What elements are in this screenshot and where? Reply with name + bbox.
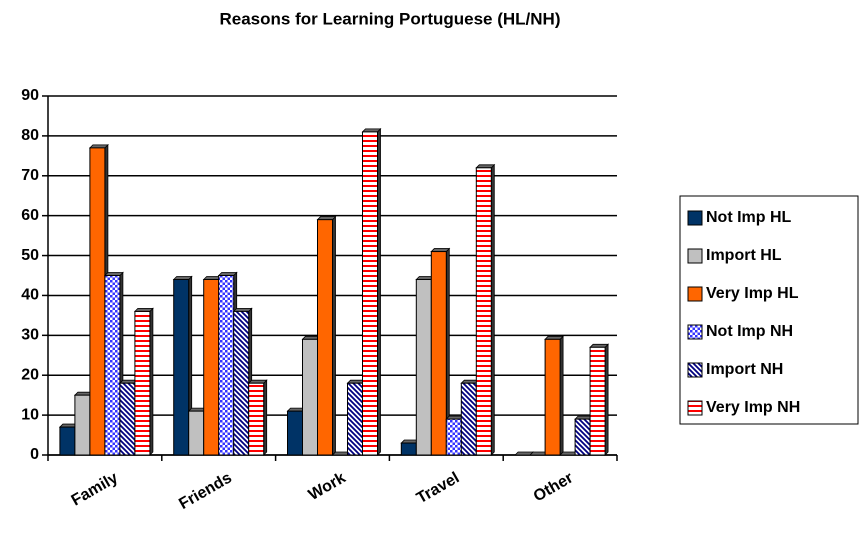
bar <box>400 442 417 456</box>
bar <box>445 418 462 456</box>
legend-label: Very Imp NH <box>706 399 800 416</box>
bar <box>104 275 121 456</box>
x-tick-label: Other <box>531 469 576 505</box>
legend-swatch <box>687 324 703 340</box>
legend-swatch <box>687 248 703 264</box>
bar-group <box>544 335 565 456</box>
x-tick-label: Travel <box>414 469 463 507</box>
bar-group <box>316 215 337 456</box>
bar <box>119 382 136 456</box>
y-tick-label: 30 <box>21 327 39 344</box>
bar <box>89 147 106 456</box>
bar <box>317 219 333 456</box>
legend-label: Import NH <box>706 361 783 378</box>
bar <box>475 167 492 456</box>
x-tick-label: Family <box>69 469 121 509</box>
legend-box <box>679 195 859 425</box>
bar <box>59 426 76 456</box>
x-tick-label: Friends <box>176 469 235 513</box>
legend-label: Import HL <box>706 247 782 264</box>
bar-group <box>361 127 382 456</box>
bar <box>362 131 378 456</box>
bar <box>544 338 561 456</box>
bar <box>134 310 151 456</box>
legend-label: Not Imp NH <box>706 323 793 340</box>
bar <box>173 278 190 456</box>
bar <box>430 251 447 456</box>
bar-group <box>247 379 268 456</box>
bar <box>74 394 91 456</box>
bar <box>188 410 205 456</box>
bar <box>287 410 303 456</box>
bar <box>233 310 250 456</box>
legend-label: Not Imp HL <box>706 209 792 226</box>
bar-group <box>430 247 451 456</box>
bar <box>460 382 477 456</box>
y-tick-label: 60 <box>21 207 39 224</box>
y-tick-label: 50 <box>21 247 39 264</box>
legend-swatch <box>687 210 703 226</box>
chart-title: Reasons for Learning Portuguese (HL/NH) <box>220 9 561 28</box>
y-tick-label: 80 <box>21 127 39 144</box>
x-tick-label: Work <box>306 469 349 504</box>
bar <box>203 278 220 456</box>
y-tick-label: 40 <box>21 287 39 304</box>
bar-group <box>589 343 610 456</box>
bar-group <box>475 163 496 456</box>
bar <box>574 418 591 456</box>
legend-label: Very Imp HL <box>706 285 799 302</box>
bar <box>415 278 432 456</box>
bar <box>302 338 318 456</box>
bar <box>218 275 235 456</box>
legend-swatch <box>687 286 703 302</box>
y-tick-label: 90 <box>21 87 39 104</box>
bar <box>589 346 606 456</box>
y-tick-label: 10 <box>21 406 39 423</box>
y-tick-label: 20 <box>21 366 39 383</box>
bar-group <box>133 307 154 456</box>
y-tick-label: 0 <box>30 446 39 463</box>
legend-swatch <box>687 362 703 378</box>
bar <box>347 382 363 456</box>
legend-swatch <box>687 400 703 416</box>
bar <box>248 382 265 456</box>
y-tick-label: 70 <box>21 167 39 184</box>
bar-group <box>103 271 124 456</box>
